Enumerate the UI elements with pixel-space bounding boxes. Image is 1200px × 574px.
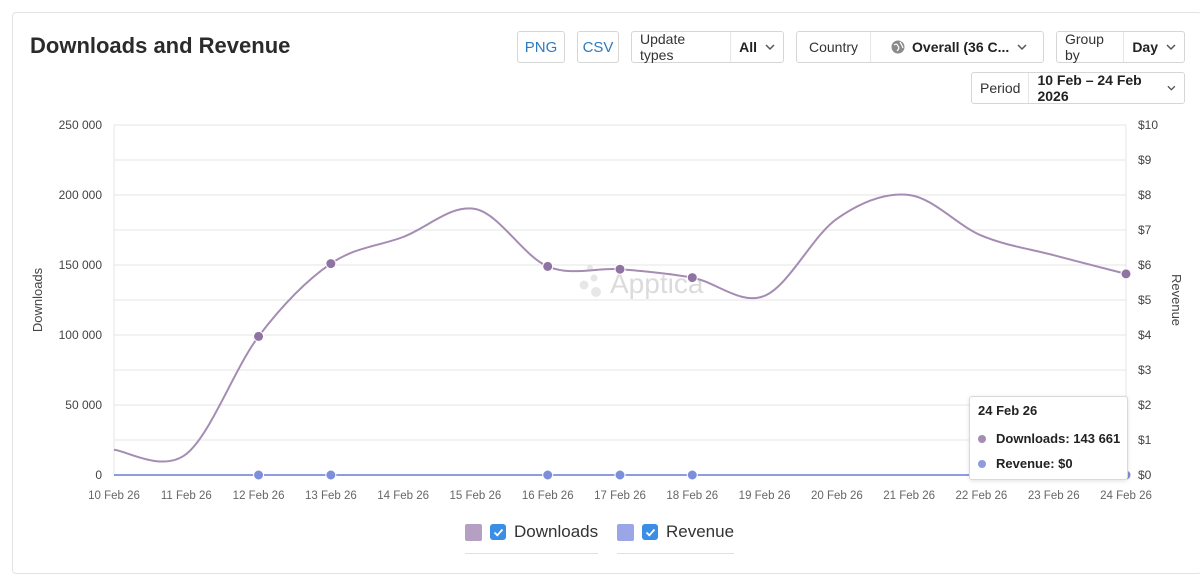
chevron-down-icon	[1017, 44, 1027, 51]
y-tick-label: 50 000	[65, 398, 102, 412]
png-export-button[interactable]: PNG	[517, 31, 565, 63]
x-tick-label: 15 Feb 26	[450, 490, 502, 502]
group-by-dropdown[interactable]: Group by Day	[1056, 31, 1185, 63]
legend-downloads-label: Downloads	[514, 522, 599, 541]
x-tick-label: 22 Feb 26	[956, 490, 1008, 502]
x-tick-label: 17 Feb 26	[594, 490, 646, 502]
tooltip-revenue: Revenue: $0	[996, 456, 1073, 471]
x-tick-label: 12 Feb 26	[233, 490, 285, 502]
y-tick-label: 200 000	[59, 188, 103, 202]
downloads-point	[614, 263, 626, 275]
period-label: Period	[980, 80, 1021, 96]
downloads-swatch-icon	[465, 523, 482, 541]
period-picker[interactable]: Period 10 Feb – 24 Feb 2026	[971, 72, 1185, 104]
y2-tick-label: $10	[1138, 118, 1158, 132]
y2-axis-title: Revenue	[1169, 274, 1184, 326]
downloads-checkbox[interactable]	[490, 524, 506, 540]
y2-tick-label: $7	[1138, 223, 1152, 237]
legend-revenue[interactable]: Revenue	[617, 522, 735, 554]
group-by-value: Day	[1132, 39, 1158, 55]
x-tick-label: 14 Feb 26	[377, 490, 429, 502]
downloads-point	[542, 260, 554, 272]
legend-revenue-label: Revenue	[666, 522, 735, 541]
downloads-point	[253, 330, 265, 342]
y-tick-label: 250 000	[59, 118, 103, 132]
y2-tick-label: $0	[1138, 468, 1152, 482]
globe-icon	[891, 40, 905, 54]
revenue-point	[686, 469, 698, 481]
y2-tick-label: $8	[1138, 188, 1152, 202]
downloads-point	[1120, 268, 1132, 280]
y2-tick-label: $1	[1138, 433, 1152, 447]
chevron-down-icon	[765, 44, 775, 51]
revenue-dot-icon	[978, 459, 986, 468]
x-tick-label: 21 Feb 26	[883, 490, 935, 502]
country-dropdown[interactable]: Country Overall (36 C...	[796, 31, 1044, 63]
revenue-point	[614, 469, 626, 481]
chevron-down-icon	[1166, 44, 1176, 51]
checkmark-icon	[493, 528, 503, 537]
tooltip-revenue-row: Revenue: $0	[978, 456, 1073, 471]
x-tick-label: 24 Feb 26	[1100, 490, 1152, 502]
country-label: Country	[809, 39, 859, 55]
y-axis-right: $0 $1 $2 $3 $4 $5 $6 $7 $8 $9 $10	[1138, 118, 1158, 482]
y2-tick-label: $3	[1138, 363, 1152, 377]
revenue-point	[542, 469, 554, 481]
tooltip-downloads-row: Downloads: 143 661	[978, 431, 1120, 446]
legend-downloads[interactable]: Downloads	[465, 522, 599, 554]
y2-tick-label: $2	[1138, 398, 1152, 412]
csv-export-button[interactable]: CSV	[577, 31, 619, 63]
update-types-dropdown[interactable]: Update types All	[631, 31, 784, 63]
x-tick-label: 11 Feb 26	[161, 490, 212, 502]
y2-tick-label: $5	[1138, 293, 1152, 307]
x-axis: 10 Feb 26 11 Feb 26 12 Feb 26 13 Feb 26 14 F…	[88, 490, 1152, 502]
x-tick-label: 18 Feb 26	[666, 490, 718, 502]
revenue-checkbox[interactable]	[642, 524, 658, 540]
period-value: 10 Feb – 24 Feb 2026	[1037, 72, 1142, 104]
downloads-point	[325, 258, 337, 270]
y2-tick-label: $4	[1138, 328, 1152, 342]
y-axis-title: Downloads	[30, 267, 45, 332]
chart-tooltip: 24 Feb 26 Downloads: 143 661 Revenue: $0	[969, 396, 1128, 480]
downloads-line	[113, 193, 1127, 463]
y-axis-left: 0 50 000 100 000 150 000 200 000 250 000	[59, 118, 103, 482]
downloads-dot-icon	[978, 434, 986, 443]
y-tick-label: 0	[95, 468, 102, 482]
downloads-point	[686, 272, 698, 284]
y2-tick-label: $6	[1138, 258, 1152, 272]
revenue-swatch-icon	[617, 523, 634, 541]
y-tick-label: 100 000	[59, 328, 103, 342]
chevron-down-icon	[1167, 85, 1176, 91]
y2-tick-label: $9	[1138, 153, 1152, 167]
tooltip-downloads: Downloads: 143 661	[996, 431, 1121, 446]
chart-card	[12, 12, 1200, 574]
watermark: Apptica	[579, 265, 704, 299]
x-tick-label: 13 Feb 26	[305, 490, 357, 502]
group-by-label: Group by	[1065, 31, 1104, 63]
y-tick-label: 150 000	[59, 258, 103, 272]
update-types-value: All	[739, 39, 757, 55]
country-value: Overall (36 C...	[912, 39, 1010, 55]
update-types-label: Update types	[640, 31, 686, 63]
checkmark-icon	[645, 528, 655, 537]
x-tick-label: 19 Feb 26	[739, 490, 791, 502]
tooltip-date: 24 Feb 26	[978, 403, 1038, 418]
x-tick-label: 10 Feb 26	[88, 490, 140, 502]
page-title: Downloads and Revenue	[30, 33, 291, 58]
revenue-point	[253, 469, 265, 481]
x-tick-label: 16 Feb 26	[522, 490, 574, 502]
revenue-point	[325, 469, 337, 481]
x-tick-label: 20 Feb 26	[811, 490, 863, 502]
x-tick-label: 23 Feb 26	[1028, 490, 1080, 502]
